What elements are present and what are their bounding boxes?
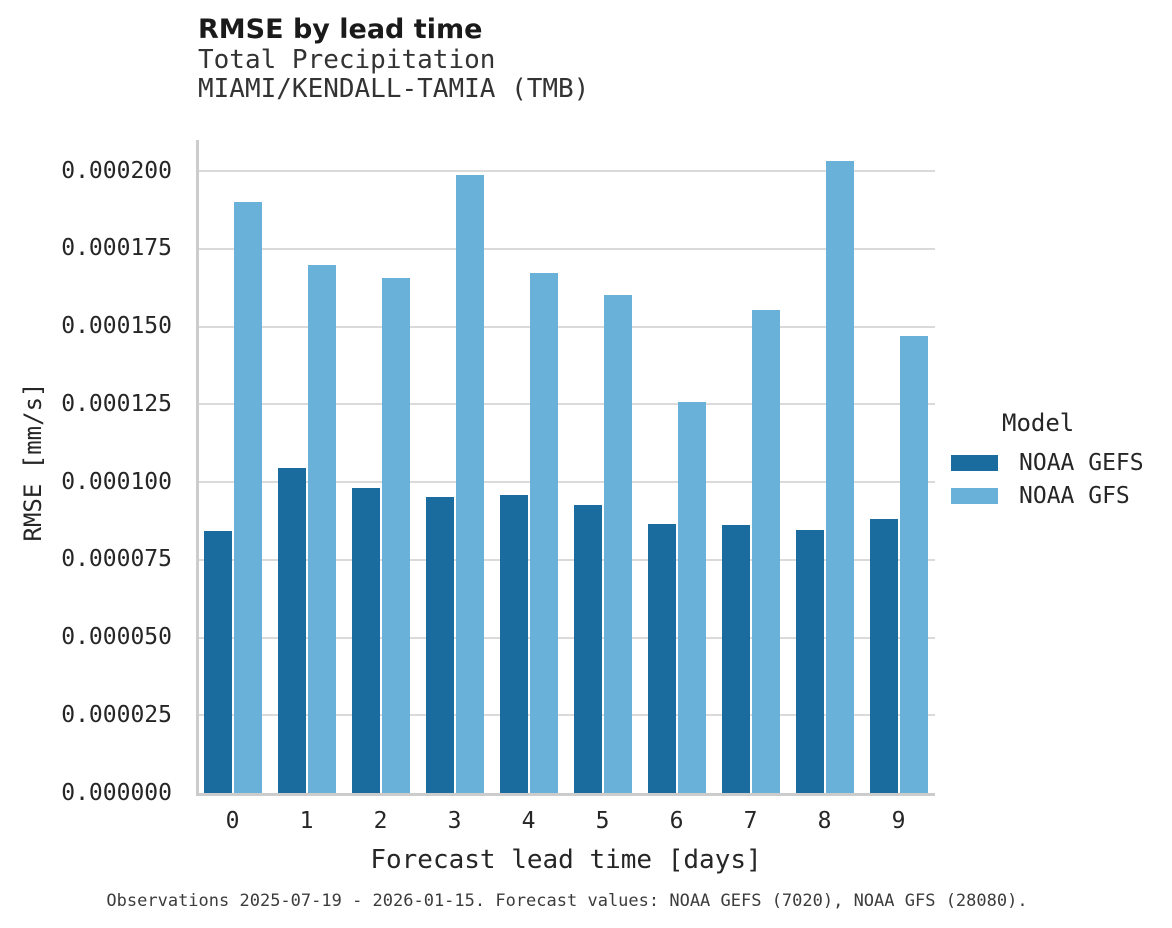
legend-rows: NOAA GEFS NOAA GFS <box>951 446 1144 512</box>
x-tick-label-5: 5 <box>595 808 610 834</box>
plot-area-canvas <box>199 140 935 793</box>
gridline <box>199 558 935 561</box>
x-tick-label-1: 1 <box>299 808 314 834</box>
bar-group-lead-6 <box>647 402 706 793</box>
bar-noaa-gefs-lead-6 <box>647 524 676 793</box>
bar-noaa-gfs-lead-3 <box>455 175 484 793</box>
bar-noaa-gfs-lead-1 <box>307 265 336 793</box>
bar-noaa-gfs-lead-8 <box>825 161 854 793</box>
y-tick-label: 0.000000 <box>61 779 172 806</box>
y-tick-label: 0.000125 <box>61 390 172 417</box>
gridline <box>199 714 935 717</box>
bar-noaa-gefs-lead-1 <box>277 468 306 793</box>
bar-noaa-gefs-lead-9 <box>869 519 898 793</box>
bar-noaa-gefs-lead-5 <box>573 505 602 793</box>
legend-label: NOAA GFS <box>1019 482 1130 509</box>
x-tick-label-3: 3 <box>447 808 462 834</box>
bar-noaa-gefs-lead-0 <box>203 531 232 793</box>
bar-group-lead-9 <box>869 336 928 793</box>
x-tick-label-4: 4 <box>521 808 536 834</box>
bar-group-lead-2 <box>351 278 410 793</box>
gridline <box>199 636 935 639</box>
bar-noaa-gefs-lead-3 <box>425 497 454 793</box>
y-tick-label: 0.000050 <box>61 624 172 651</box>
plot-area <box>196 140 935 796</box>
bar-group-lead-5 <box>573 295 632 793</box>
gridline <box>199 170 935 173</box>
bar-group-lead-3 <box>425 175 484 793</box>
gridline <box>199 481 935 484</box>
bar-noaa-gfs-lead-7 <box>751 310 780 793</box>
bar-noaa-gfs-lead-2 <box>381 278 410 793</box>
x-tick-label-6: 6 <box>669 808 684 834</box>
gridline <box>199 325 935 328</box>
bar-noaa-gfs-lead-0 <box>233 202 262 793</box>
caption: Observations 2025-07-19 - 2026-01-15. Fo… <box>106 891 1028 911</box>
bar-noaa-gfs-lead-4 <box>529 273 558 793</box>
legend-title: Model <box>1002 409 1075 437</box>
x-tick-label-9: 9 <box>891 808 906 834</box>
title-block: RMSE by lead time Total Precipitation MI… <box>198 13 589 103</box>
bar-group-lead-4 <box>499 273 558 793</box>
bar-noaa-gefs-lead-2 <box>351 488 380 793</box>
y-tick-label: 0.000150 <box>61 313 172 340</box>
y-tick-label: 0.000200 <box>61 157 172 184</box>
bar-noaa-gefs-lead-8 <box>795 530 824 793</box>
legend-row-noaa-gfs: NOAA GFS <box>951 479 1144 512</box>
legend: Model NOAA GEFS NOAA GFS <box>951 408 1144 512</box>
y-tick-label: 0.000025 <box>61 701 172 728</box>
x-axis-title: Forecast lead time [days] <box>370 845 762 875</box>
x-tick-label-8: 8 <box>817 808 832 834</box>
legend-row-noaa-gefs: NOAA GEFS <box>951 446 1144 479</box>
bar-group-lead-0 <box>203 202 262 793</box>
bar-noaa-gfs-lead-9 <box>899 336 928 793</box>
bar-noaa-gefs-lead-7 <box>721 525 750 793</box>
x-tick-label-0: 0 <box>225 808 240 834</box>
legend-swatch-icon <box>951 487 998 504</box>
legend-swatch-icon <box>951 454 998 471</box>
chart-subtitle-line-1: Total Precipitation <box>198 45 496 75</box>
bar-noaa-gefs-lead-4 <box>499 495 528 793</box>
chart-title: RMSE by lead time <box>198 14 483 45</box>
bar-group-lead-1 <box>277 265 336 793</box>
y-tick-label: 0.000175 <box>61 235 172 262</box>
gridline <box>199 247 935 250</box>
legend-label: NOAA GEFS <box>1019 449 1144 476</box>
bar-group-lead-8 <box>795 161 854 793</box>
bar-noaa-gfs-lead-5 <box>603 295 632 793</box>
gridline <box>199 403 935 406</box>
bar-noaa-gfs-lead-6 <box>677 402 706 793</box>
bar-group-lead-7 <box>721 310 780 793</box>
y-tick-label: 0.000075 <box>61 546 172 573</box>
y-tick-label: 0.000100 <box>61 468 172 495</box>
x-tick-label-7: 7 <box>743 808 758 834</box>
chart-subtitle-line-2: MIAMI/KENDALL-TAMIA (TMB) <box>198 73 590 104</box>
x-tick-label-2: 2 <box>373 808 388 834</box>
